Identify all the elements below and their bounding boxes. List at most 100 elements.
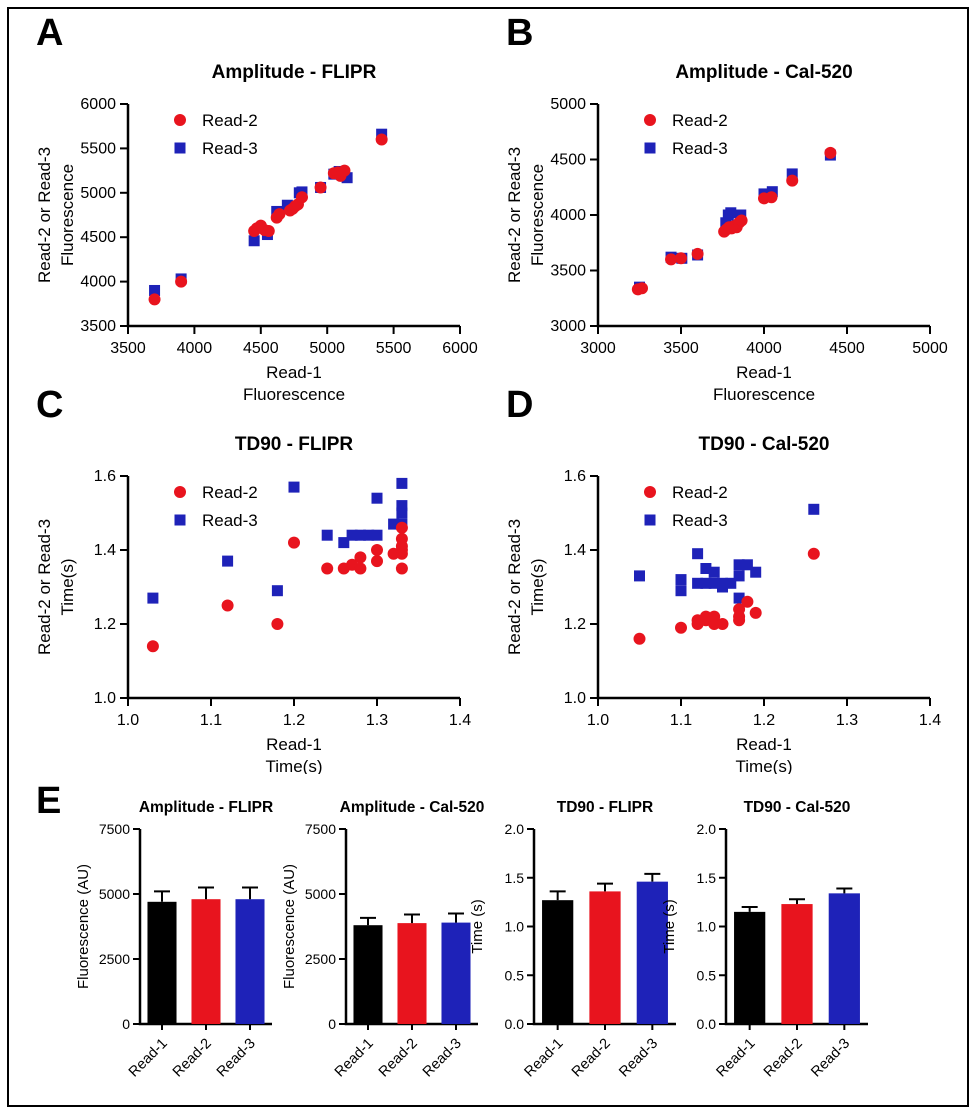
y-tick-label: 4500 <box>550 152 586 169</box>
bar-amplitude-cal520: Amplitude - Cal-520 0 2500 5000 7500 Fluoresc… <box>266 792 492 1104</box>
legend-label: Read-3 <box>672 139 728 158</box>
chart-title: TD90 - Cal-520 <box>744 799 851 816</box>
legend-label: Read-2 <box>202 111 258 130</box>
data-point-read-2 <box>395 562 408 575</box>
x-axis-label: Read-1 <box>736 363 792 382</box>
x-axis-label: Read-1 <box>266 363 322 382</box>
y-axis-label: Fluorescence <box>528 164 547 266</box>
error-bar <box>741 906 758 912</box>
error-bar <box>644 872 661 882</box>
data-point-read-3 <box>733 559 745 571</box>
error-bar <box>789 898 805 905</box>
data-point-read-3 <box>808 503 820 515</box>
data-point-read-3 <box>692 577 704 589</box>
bar-read-1 <box>734 911 766 1024</box>
data-point-read-3 <box>346 529 358 541</box>
bar-read-2 <box>191 899 221 1024</box>
chart-title: TD90 - FLIPR <box>235 434 354 455</box>
data-point-read-3 <box>288 481 300 493</box>
x-tick-label: 1.0 <box>587 712 609 729</box>
data-point-read-3 <box>786 168 798 180</box>
axes <box>596 476 930 700</box>
data-point-read-2 <box>295 191 308 204</box>
data-point-read-2 <box>175 275 188 288</box>
data-point-read-3 <box>708 577 720 589</box>
x-tick-label: 4000 <box>177 340 213 357</box>
data-point-read-2 <box>741 595 754 608</box>
legend-marker-read-3 <box>644 142 656 154</box>
data-point-read-3 <box>733 592 745 604</box>
bar-read-1 <box>353 925 383 1024</box>
data-point-read-3 <box>700 577 712 589</box>
category-label: Read-2 <box>376 1036 421 1081</box>
x-tick-label: 3500 <box>663 340 699 357</box>
x-axis-label: Read-1 <box>736 735 792 754</box>
y-tick-label: 2500 <box>305 951 336 967</box>
x-tick-label: 1.2 <box>283 712 305 729</box>
x-tick-label: 1.0 <box>117 712 139 729</box>
x-tick-label: 5000 <box>912 340 948 357</box>
y-tick-label: 5000 <box>99 886 130 902</box>
legend-label: Read-3 <box>202 139 258 158</box>
legend-label: Read-3 <box>202 511 258 530</box>
y-axis-label: Time (s) <box>469 899 486 953</box>
legend-label: Read-2 <box>202 483 258 502</box>
y-tick-label: 5500 <box>80 140 116 157</box>
bar-read-3 <box>441 922 471 1024</box>
x-tick-label: 5500 <box>376 340 412 357</box>
data-point-read-2 <box>375 133 388 146</box>
x-axis-label: Fluorescence <box>243 385 345 402</box>
x-tick-label: 1.2 <box>753 712 775 729</box>
y-axis-label: Read-2 or Read-3 <box>35 147 54 283</box>
data-point-read-2 <box>733 603 746 616</box>
data-point-read-3 <box>363 529 375 541</box>
data-point-read-2 <box>708 610 721 623</box>
y-tick-label: 1.5 <box>697 870 717 886</box>
data-point-read-3 <box>354 529 366 541</box>
x-tick-label: 1.1 <box>200 712 222 729</box>
legend-marker-read-2 <box>644 114 656 126</box>
category-label: Read-3 <box>808 1036 853 1081</box>
y-tick-label: 2.0 <box>505 821 525 837</box>
x-tick-label: 1.3 <box>836 712 858 729</box>
y-tick-label: 1.6 <box>564 468 586 485</box>
legend-label: Read-2 <box>672 111 728 130</box>
y-tick-label: 0.0 <box>697 1016 717 1032</box>
legend-marker-read-3 <box>174 514 186 526</box>
data-point-read-3 <box>717 577 728 589</box>
y-tick-label: 2500 <box>99 951 130 967</box>
error-bar <box>404 913 420 924</box>
category-label: Read-2 <box>761 1036 806 1081</box>
data-point-read-2 <box>395 532 408 545</box>
data-point-read-3 <box>750 566 762 578</box>
data-point-read-2 <box>665 253 678 266</box>
data-point-read-2 <box>221 599 234 612</box>
legend-label: Read-3 <box>672 511 728 530</box>
y-tick-label: 4000 <box>80 274 116 291</box>
panel-label-e: E <box>36 780 62 822</box>
error-bar <box>242 886 258 900</box>
y-axis-label: Read-2 or Read-3 <box>505 147 524 283</box>
data-point-read-2 <box>691 247 704 260</box>
category-label: Read-1 <box>522 1036 567 1081</box>
y-tick-label: 1.2 <box>94 616 116 633</box>
y-tick-label: 1.4 <box>564 542 586 559</box>
y-tick-label: 5000 <box>550 96 586 113</box>
x-axis-label: Fluorescence <box>713 385 815 402</box>
y-tick-label: 1.2 <box>564 616 586 633</box>
x-tick-label: 4000 <box>746 340 782 357</box>
bar-read-3 <box>828 893 860 1024</box>
chart-title: Amplitude - Cal-520 <box>675 62 852 83</box>
axes <box>596 104 930 328</box>
y-tick-label: 3000 <box>550 318 586 335</box>
data-point-read-3 <box>692 548 704 560</box>
y-tick-label: 5000 <box>80 185 116 202</box>
y-tick-label: 1.0 <box>505 919 525 935</box>
data-point-read-3 <box>733 570 745 582</box>
data-point-read-3 <box>675 574 687 586</box>
data-point-read-3 <box>149 284 161 296</box>
data-point-read-2 <box>271 618 284 630</box>
data-point-read-3 <box>396 477 408 489</box>
x-tick-label: 4500 <box>829 340 865 357</box>
